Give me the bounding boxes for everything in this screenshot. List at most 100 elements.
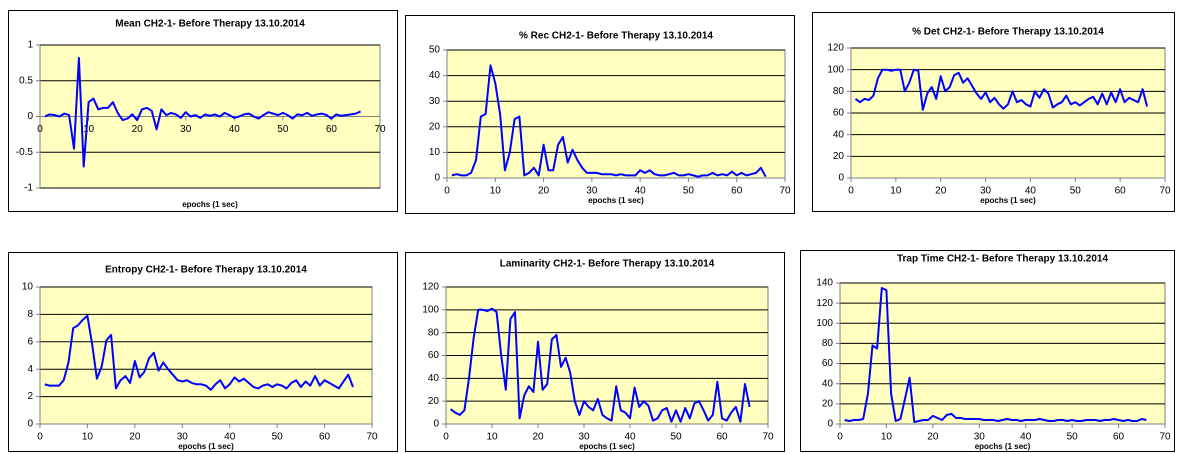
- x-tick-label: 50: [670, 432, 682, 443]
- x-tick-label: 60: [731, 186, 743, 197]
- y-tick-label: 80: [822, 338, 834, 349]
- y-tick-label: 100: [422, 304, 439, 315]
- y-tick-label: 30: [429, 96, 441, 107]
- x-tick-label: 60: [326, 124, 338, 135]
- y-tick-label: 6: [27, 336, 33, 347]
- x-tick-label: 20: [935, 186, 947, 197]
- y-tick-label: 40: [428, 373, 440, 384]
- y-tick-label: 100: [816, 318, 833, 329]
- y-tick-label: 2: [27, 391, 33, 402]
- x-axis-label: epochs (1 sec): [980, 196, 1036, 205]
- y-tick-label: 0.5: [19, 75, 33, 86]
- y-tick-label: 100: [827, 64, 844, 75]
- x-tick-label: 70: [1159, 186, 1171, 197]
- y-tick-label: 20: [428, 396, 440, 407]
- x-tick-label: 30: [974, 432, 986, 443]
- x-tick-label: 50: [1070, 186, 1082, 197]
- x-tick-label: 70: [374, 124, 386, 135]
- y-tick-label: 10: [22, 282, 34, 293]
- x-tick-label: 10: [490, 186, 502, 197]
- data-line: [450, 307, 751, 423]
- y-tick-label: 10: [429, 147, 441, 158]
- x-tick-label: 40: [229, 124, 241, 135]
- x-tick-label: 50: [272, 432, 284, 443]
- x-tick-label: 70: [762, 432, 774, 443]
- x-tick-label: 30: [177, 432, 189, 443]
- x-tick-label: 0: [443, 432, 449, 443]
- plot-area: [446, 49, 786, 179]
- data-line: [44, 56, 361, 168]
- y-tick-label: 0: [838, 173, 844, 184]
- chart-title: Mean CH2-1- Before Therapy 13.10.2014: [115, 19, 305, 30]
- x-tick-label: 40: [624, 432, 636, 443]
- y-tick-label: 0: [433, 419, 439, 430]
- x-tick-label: 20: [132, 124, 144, 135]
- y-tick-label: 120: [422, 282, 439, 293]
- x-tick-label: 30: [578, 432, 590, 443]
- y-tick-label: 20: [833, 151, 845, 162]
- x-tick-label: 50: [1067, 432, 1079, 443]
- y-tick-label: 120: [827, 43, 844, 54]
- x-tick-label: 40: [635, 186, 647, 197]
- y-tick-label: 60: [833, 108, 845, 119]
- x-tick-label: 0: [848, 186, 854, 197]
- y-tick-label: 0: [27, 111, 33, 122]
- x-tick-label: 50: [277, 124, 289, 135]
- x-axis-label: epochs (1 sec): [182, 200, 238, 209]
- plot-area: [839, 282, 1166, 425]
- chart-title: % Rec CH2-1- Before Therapy 13.10.2014: [519, 31, 713, 42]
- y-tick-label: 80: [428, 327, 440, 338]
- x-tick-label: 60: [1115, 186, 1127, 197]
- x-tick-label: 10: [83, 124, 95, 135]
- x-tick-label: 60: [319, 432, 331, 443]
- data-line: [451, 64, 767, 178]
- x-tick-label: 10: [82, 432, 94, 443]
- x-tick-label: 70: [1159, 432, 1171, 443]
- x-tick-label: 0: [837, 432, 843, 443]
- y-tick-label: 60: [428, 350, 440, 361]
- y-tick-label: 20: [429, 121, 441, 132]
- y-tick-label: 0: [827, 419, 833, 430]
- y-tick-label: 4: [27, 364, 33, 375]
- x-tick-label: 20: [532, 432, 544, 443]
- x-tick-label: 40: [224, 432, 236, 443]
- x-tick-label: 20: [927, 432, 939, 443]
- x-tick-label: 60: [1113, 432, 1125, 443]
- x-tick-label: 10: [890, 186, 902, 197]
- x-tick-label: 0: [37, 432, 43, 443]
- chart-title: Entropy CH2-1- Before Therapy 13.10.2014: [105, 265, 307, 276]
- x-tick-label: 40: [1025, 186, 1037, 197]
- y-tick-label: 40: [822, 378, 834, 389]
- x-tick-label: 50: [683, 186, 695, 197]
- y-tick-label: 1: [27, 40, 33, 51]
- y-tick-label: 0: [27, 419, 33, 430]
- y-tick-label: 40: [429, 70, 441, 81]
- x-tick-label: 40: [1020, 432, 1032, 443]
- y-tick-label: 120: [816, 298, 833, 309]
- x-tick-label: 30: [180, 124, 192, 135]
- data-line: [44, 314, 354, 391]
- x-tick-label: 10: [881, 432, 893, 443]
- y-tick-label: 80: [833, 86, 845, 97]
- x-tick-label: 20: [538, 186, 550, 197]
- data-line: [844, 287, 1147, 423]
- x-tick-label: 70: [779, 186, 791, 197]
- y-tick-label: 40: [833, 129, 845, 140]
- x-tick-label: 0: [444, 186, 450, 197]
- y-tick-label: 50: [429, 45, 441, 56]
- plot-area: [39, 286, 373, 425]
- x-tick-label: 70: [366, 432, 378, 443]
- x-axis-label: epochs (1 sec): [975, 442, 1031, 451]
- x-tick-label: 10: [486, 432, 498, 443]
- chart-title: % Det CH2-1- Before Therapy 13.10.2014: [912, 27, 1104, 38]
- x-axis-label: epochs (1 sec): [579, 442, 635, 451]
- data-line: [854, 68, 1149, 111]
- y-tick-label: 0: [434, 173, 440, 184]
- x-tick-label: 60: [716, 432, 728, 443]
- x-tick-label: 20: [129, 432, 141, 443]
- x-axis-label: epochs (1 sec): [178, 442, 234, 451]
- y-tick-label: -1: [24, 183, 33, 194]
- x-axis-label: epochs (1 sec): [588, 196, 644, 205]
- y-tick-label: 60: [822, 358, 834, 369]
